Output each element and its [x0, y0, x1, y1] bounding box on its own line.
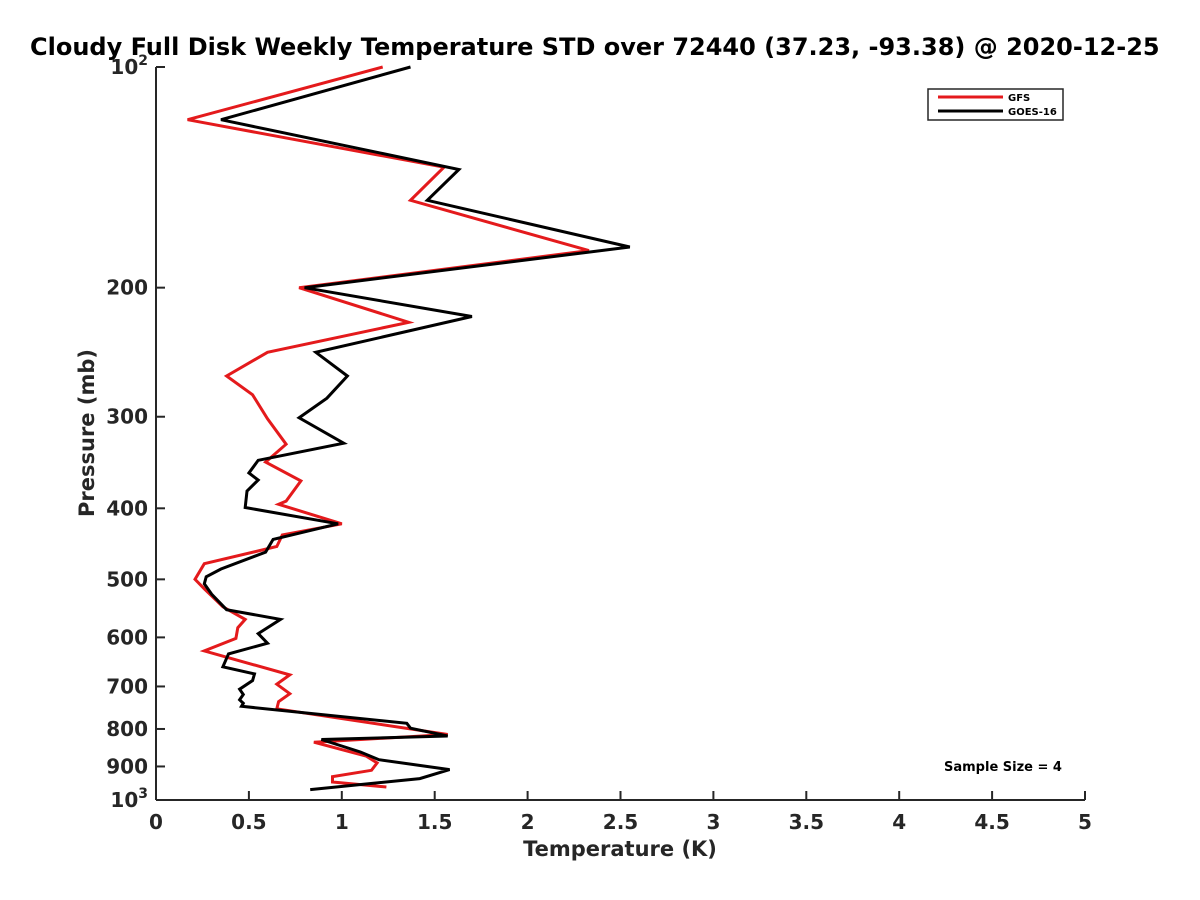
y-tick-label: 102 — [110, 53, 148, 79]
x-tick-label: 1.5 — [417, 810, 452, 834]
x-axis-label: Temperature (K) — [523, 837, 717, 861]
chart-title: Cloudy Full Disk Weekly Temperature STD … — [30, 33, 1160, 61]
y-tick-label: 500 — [106, 567, 148, 591]
legend-box — [927, 88, 1064, 121]
legend-label: GOES-16 — [1008, 107, 1057, 118]
x-tick-label: 4.5 — [974, 810, 1009, 834]
x-tick-label: 3 — [706, 810, 720, 834]
sample-size-annotation: Sample Size = 4 — [944, 760, 1062, 775]
x-tick-label: 0 — [149, 810, 163, 834]
series-group — [187, 65, 631, 792]
axes: 0 0.5 1 1.5 2 2.5 3 3.5 4 4.5 5 102 200 300 400 500 600 7… — [106, 53, 1092, 834]
x-tick-label: 3.5 — [789, 810, 824, 834]
y-tick-label: 700 — [106, 674, 148, 698]
y-tick-label: 600 — [106, 625, 148, 649]
series-line-gfs — [187, 65, 590, 789]
legend-label: GFS — [1008, 93, 1030, 104]
y-tick-label: 400 — [106, 496, 148, 520]
y-tick-label: 103 — [110, 786, 148, 812]
x-tick-label: 4 — [892, 810, 906, 834]
y-axis-label: Pressure (mb) — [75, 349, 99, 517]
y-tick-label: 900 — [106, 754, 148, 778]
y-tick-label: 300 — [106, 405, 148, 429]
x-tick-label: 2 — [521, 810, 535, 834]
x-tick-label: 2.5 — [603, 810, 638, 834]
series-line-goes-16 — [202, 65, 631, 792]
x-tick-label: 5 — [1078, 810, 1092, 834]
legend: GFS GOES-16 — [927, 88, 1064, 121]
y-tick-label: 800 — [106, 717, 148, 741]
y-tick-label: 200 — [106, 276, 148, 300]
x-tick-label: 1 — [335, 810, 349, 834]
x-tick-label: 0.5 — [231, 810, 266, 834]
